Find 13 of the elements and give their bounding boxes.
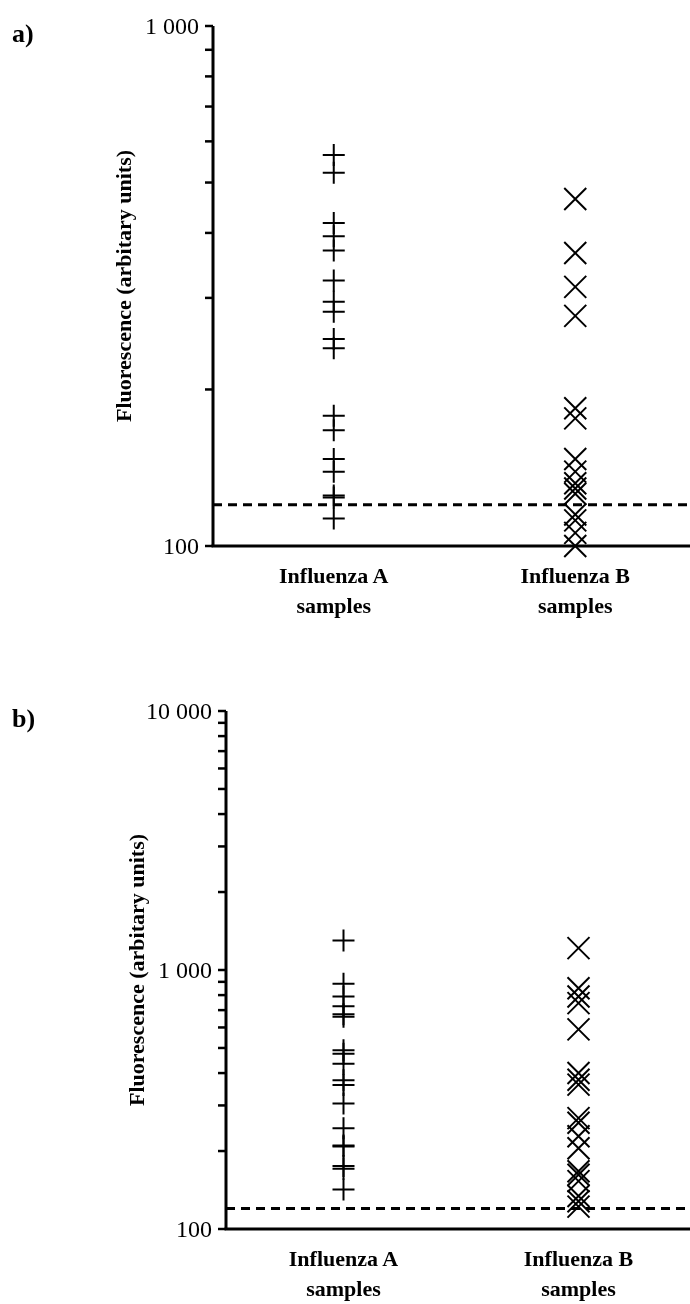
y-tick-label: 1 000 [158, 957, 212, 984]
y-tick-label: 1 000 [145, 13, 199, 40]
x-tick-label: Influenza A samples [279, 563, 389, 618]
y-tick-label: 10 000 [146, 698, 212, 725]
chart-title: a) [12, 19, 34, 48]
y-tick-label: 100 [163, 533, 199, 560]
y-tick-label: 100 [176, 1216, 212, 1243]
chart-title: b) [12, 704, 36, 733]
y-axis-title: Fluorescence (arbitary units) [111, 149, 136, 423]
x-tick-label: Influenza B samples [520, 563, 631, 618]
y-axis-title: Fluorescence (arbitary units) [124, 833, 149, 1107]
x-tick-label: Influenza A samples [288, 1246, 399, 1301]
x-tick-label: Influenza B samples [523, 1246, 634, 1301]
